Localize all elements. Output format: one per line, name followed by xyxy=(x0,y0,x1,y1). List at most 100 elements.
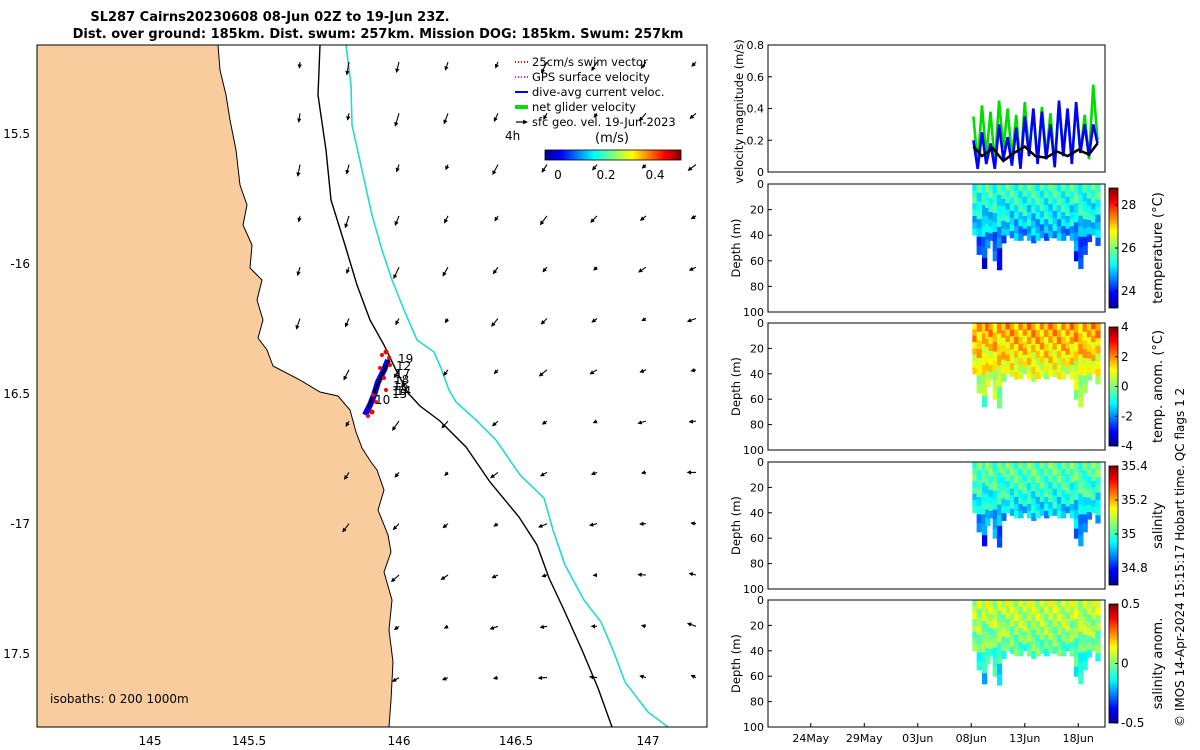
section-cell xyxy=(981,652,988,664)
section-cell xyxy=(1044,489,1050,498)
section-cell xyxy=(992,509,998,520)
current-arrow xyxy=(638,112,647,122)
section-cell xyxy=(981,641,988,653)
y-tick-label: 0 xyxy=(757,166,764,179)
section-cell xyxy=(1001,206,1007,214)
section-cell xyxy=(976,626,982,636)
section-cell xyxy=(972,631,978,639)
section-cell xyxy=(976,331,982,341)
section-cell xyxy=(1091,190,1097,198)
section-cell xyxy=(992,342,998,353)
section-cell xyxy=(1086,462,1093,470)
section-cell xyxy=(992,609,998,620)
section-cell xyxy=(1095,345,1101,354)
y-tick-label: 80 xyxy=(750,696,764,709)
section-cell xyxy=(1052,349,1058,357)
section-cell xyxy=(988,184,994,192)
section-cell xyxy=(1022,361,1028,368)
section-cell xyxy=(985,493,991,503)
section-cell xyxy=(1005,367,1011,375)
current-arrow xyxy=(492,164,499,176)
section-cell xyxy=(1031,498,1037,507)
section-cell xyxy=(972,612,978,620)
current-arrow xyxy=(297,215,302,223)
section-cell xyxy=(1018,343,1024,352)
section-cell xyxy=(1052,495,1058,503)
current-arrow xyxy=(589,522,598,527)
section-cell xyxy=(985,216,991,225)
section-cell xyxy=(1018,634,1024,643)
section-cell xyxy=(981,600,988,611)
section-cell xyxy=(981,385,988,397)
section-cell xyxy=(1048,488,1054,496)
section-cell xyxy=(1048,613,1054,621)
section-cell xyxy=(1095,477,1101,486)
section-cell xyxy=(1026,627,1033,636)
section-cell xyxy=(1005,228,1011,236)
current-arrow xyxy=(440,574,449,580)
section-cell xyxy=(1056,482,1063,491)
section-cell xyxy=(1039,600,1046,608)
section-cell xyxy=(1095,600,1101,609)
current-arrow xyxy=(690,367,697,373)
section-cell xyxy=(1005,348,1011,356)
current-arrow xyxy=(297,61,302,69)
section-cell xyxy=(1022,474,1028,482)
section-cell xyxy=(1014,350,1020,359)
section-cell xyxy=(1091,367,1097,375)
day-label: 15 xyxy=(392,387,407,401)
section-cell xyxy=(1018,219,1024,227)
section-cell xyxy=(972,222,978,230)
section-cell xyxy=(1095,330,1101,339)
section-cell xyxy=(1086,607,1093,615)
section-cell xyxy=(1078,673,1084,685)
current-arrow xyxy=(641,317,647,322)
y-tick-label: 0.6 xyxy=(747,71,765,84)
section-cell xyxy=(1065,209,1071,217)
section-cell xyxy=(1031,483,1037,492)
section-cell xyxy=(1056,184,1063,192)
section-cell xyxy=(1086,469,1093,477)
section-cell xyxy=(1009,329,1016,337)
section-cell xyxy=(1052,323,1058,331)
section-cell xyxy=(1018,371,1024,380)
current-arrow xyxy=(541,164,548,173)
section-cell xyxy=(1095,191,1101,200)
section-cell xyxy=(1065,500,1071,507)
section-cell xyxy=(1009,356,1016,364)
cbar-tick-label: 0.5 xyxy=(1121,597,1140,611)
section-cell xyxy=(972,506,978,514)
section-cell xyxy=(1001,629,1007,638)
section-cell xyxy=(1026,371,1033,380)
section-cell xyxy=(1039,462,1046,470)
section-cell xyxy=(972,329,978,337)
section-cell xyxy=(1026,336,1033,345)
panel-ylabel: Depth (m) xyxy=(729,634,743,693)
section-cell xyxy=(996,376,1003,388)
section-cell xyxy=(1073,638,1080,649)
section-cell xyxy=(1039,323,1046,331)
section-cell xyxy=(1056,205,1063,213)
section-cell xyxy=(972,493,978,501)
section-cell xyxy=(992,332,998,343)
y-tick-label: 0 xyxy=(757,317,764,330)
section-cell xyxy=(1035,371,1041,380)
section-cell xyxy=(1026,468,1033,477)
section-cell xyxy=(1091,638,1097,645)
section-cell xyxy=(1069,357,1075,366)
section-cell xyxy=(1056,641,1063,650)
section-cell xyxy=(1014,364,1020,373)
time-axis: 24May 29May 03Jun 08Jun 13Jun 18Jun xyxy=(792,723,1094,745)
section-cell xyxy=(1056,468,1063,477)
section-cell xyxy=(1035,336,1041,345)
section-cell xyxy=(1073,619,1080,630)
section-cell xyxy=(976,184,982,194)
section-cell xyxy=(1065,190,1071,198)
section-cell xyxy=(1078,524,1084,536)
section-cell xyxy=(1086,358,1093,367)
section-cell xyxy=(985,631,991,641)
section-cell xyxy=(1014,634,1020,643)
current-arrow xyxy=(392,523,400,531)
legend-label: GPS surface velocity xyxy=(532,70,650,84)
section-cell xyxy=(1056,600,1063,608)
